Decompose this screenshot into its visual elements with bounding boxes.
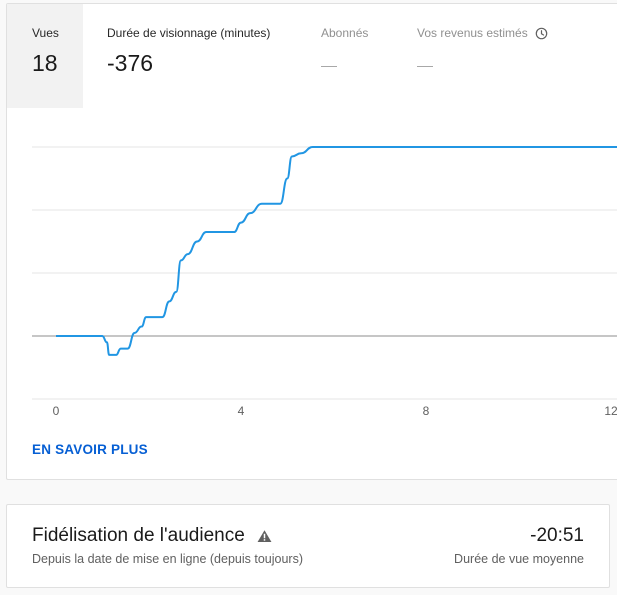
metric-tab-value-empty: — xyxy=(417,66,433,67)
chart-x-tick-label: 12 xyxy=(604,404,617,418)
retention-title-text: Fidélisation de l'audience xyxy=(32,525,245,546)
chart-series-line-views xyxy=(56,145,617,356)
retention-average-view-duration: -20:51 xyxy=(530,525,584,546)
metric-tab-value: -376 xyxy=(107,50,154,76)
chart-x-tick-label: 0 xyxy=(53,404,60,418)
warning-icon xyxy=(257,530,272,542)
chart-gridlines xyxy=(32,146,617,400)
retention-title: Fidélisation de l'audience xyxy=(32,525,272,547)
retention-subtitle: Depuis la date de mise en ligne (depuis … xyxy=(32,552,303,566)
chart-x-axis: 0 4 8 12 xyxy=(53,404,617,418)
metric-tab-label-text: Vos revenus estimés xyxy=(417,26,528,40)
overview-card: Vues 18 Durée de visionnage (minutes) -3… xyxy=(6,3,617,480)
metric-tab-views[interactable]: Vues 18 xyxy=(7,4,83,108)
audience-retention-card[interactable]: Fidélisation de l'audience Depuis la dat… xyxy=(6,504,610,588)
metric-tab-watch-time[interactable]: Durée de visionnage (minutes) -376 xyxy=(107,4,307,108)
metric-tab-label: Vues xyxy=(32,26,59,40)
chart-x-tick-label: 4 xyxy=(238,404,245,418)
chart-series xyxy=(56,145,617,356)
metric-tab-estimated-revenue[interactable]: Vos revenus estimés — xyxy=(417,4,587,108)
metric-tab-label: Abonnés xyxy=(321,26,369,40)
chart-x-tick-label: 8 xyxy=(423,404,430,418)
metric-tab-value-empty: — xyxy=(321,66,337,67)
metric-tab-label: Durée de visionnage (minutes) xyxy=(107,26,271,40)
views-line-chart: 0 4 8 12 xyxy=(32,145,617,418)
retention-value-label: Durée de vue moyenne xyxy=(454,552,584,566)
metric-tab-label: Vos revenus estimés xyxy=(417,26,587,40)
metric-tab-value: 18 xyxy=(32,50,58,76)
learn-more-link[interactable]: EN SAVOIR PLUS xyxy=(32,442,148,457)
clock-icon[interactable] xyxy=(535,27,548,40)
metric-tab-subscribers[interactable]: Abonnés — xyxy=(321,4,401,108)
